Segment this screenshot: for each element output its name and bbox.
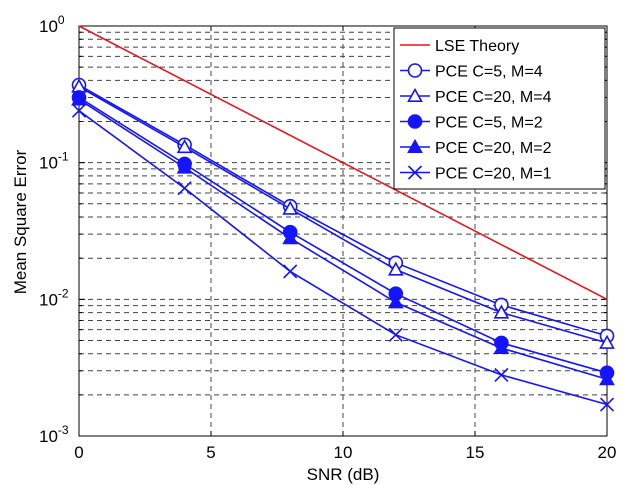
x-stroke — [283, 264, 298, 279]
data-point — [282, 200, 299, 215]
x-tick-label: 15 — [466, 443, 485, 462]
series-line — [78, 25, 608, 301]
x-stroke — [177, 181, 192, 196]
data-point — [71, 91, 87, 106]
series-line — [78, 96, 608, 374]
data-point — [282, 230, 299, 245]
legend-entry: PCE C=5, M=4 — [400, 63, 543, 81]
x-tick-label: 10 — [334, 443, 353, 462]
y-tick-label: 10-1 — [39, 150, 69, 173]
legend-entry: PCE C=20, M=4 — [400, 87, 552, 106]
legend: LSE Theory PCE C=5, M=4 PCE C=20, M=4 PCE C… — [393, 27, 606, 190]
x-tick-label: 0 — [74, 443, 83, 462]
data-point — [283, 264, 298, 279]
data-point — [388, 327, 403, 342]
series-layer — [71, 25, 615, 412]
x-stroke — [599, 397, 615, 412]
series-line — [78, 98, 608, 381]
legend-label: PCE C=5, M=2 — [435, 115, 543, 132]
x-stroke — [494, 367, 509, 382]
grid-lines — [79, 26, 607, 436]
data-point — [387, 294, 404, 309]
data-point — [176, 138, 193, 154]
legend-marker — [407, 87, 423, 102]
legend-label: PCE C=20, M=1 — [435, 166, 552, 183]
series-2 — [71, 78, 615, 349]
data-point — [387, 261, 404, 276]
series-line — [78, 110, 608, 406]
legend-box — [393, 27, 606, 190]
legend-label: PCE C=20, M=2 — [435, 140, 552, 157]
y-axis-label: Mean Square Error — [11, 149, 30, 294]
data-point — [599, 371, 615, 386]
legend-label: PCE C=20, M=4 — [435, 89, 552, 106]
legend-entry: PCE C=20, M=1 — [400, 165, 552, 183]
series-4 — [71, 91, 615, 386]
legend-label: PCE C=5, M=4 — [435, 64, 543, 81]
x-tick-label: 20 — [598, 443, 617, 462]
data-point — [599, 397, 615, 412]
data-point — [494, 367, 509, 382]
legend-label: LSE Theory — [435, 38, 519, 55]
legend-marker — [407, 165, 423, 180]
axis-ticks: 0 5 10 15 20 100 10-1 10-2 10-3 — [39, 13, 616, 462]
y-tick-label: 100 — [39, 13, 65, 36]
x-tick-label: 5 — [206, 443, 215, 462]
data-point — [176, 159, 193, 174]
series-line — [78, 85, 608, 344]
legend-marker — [407, 114, 423, 129]
y-tick-label: 10-3 — [39, 423, 69, 446]
legend-marker — [407, 63, 423, 78]
legend-entry: PCE C=5, M=2 — [400, 114, 543, 132]
x-stroke — [71, 103, 87, 118]
legend-marker — [407, 138, 423, 153]
data-point — [493, 304, 510, 319]
x-stroke — [407, 165, 423, 180]
y-tick-label: 10-2 — [39, 286, 69, 309]
series-line — [78, 84, 608, 337]
x-axis-label: SNR (dB) — [307, 465, 380, 484]
legend-entry: PCE C=20, M=2 — [400, 138, 552, 157]
series-0 — [78, 25, 608, 301]
x-stroke — [388, 327, 403, 342]
series-5 — [71, 103, 615, 412]
data-point — [493, 339, 510, 355]
data-point — [177, 181, 192, 196]
legend-entry: LSE Theory — [400, 38, 519, 55]
data-point — [71, 103, 87, 118]
data-point — [599, 334, 615, 349]
